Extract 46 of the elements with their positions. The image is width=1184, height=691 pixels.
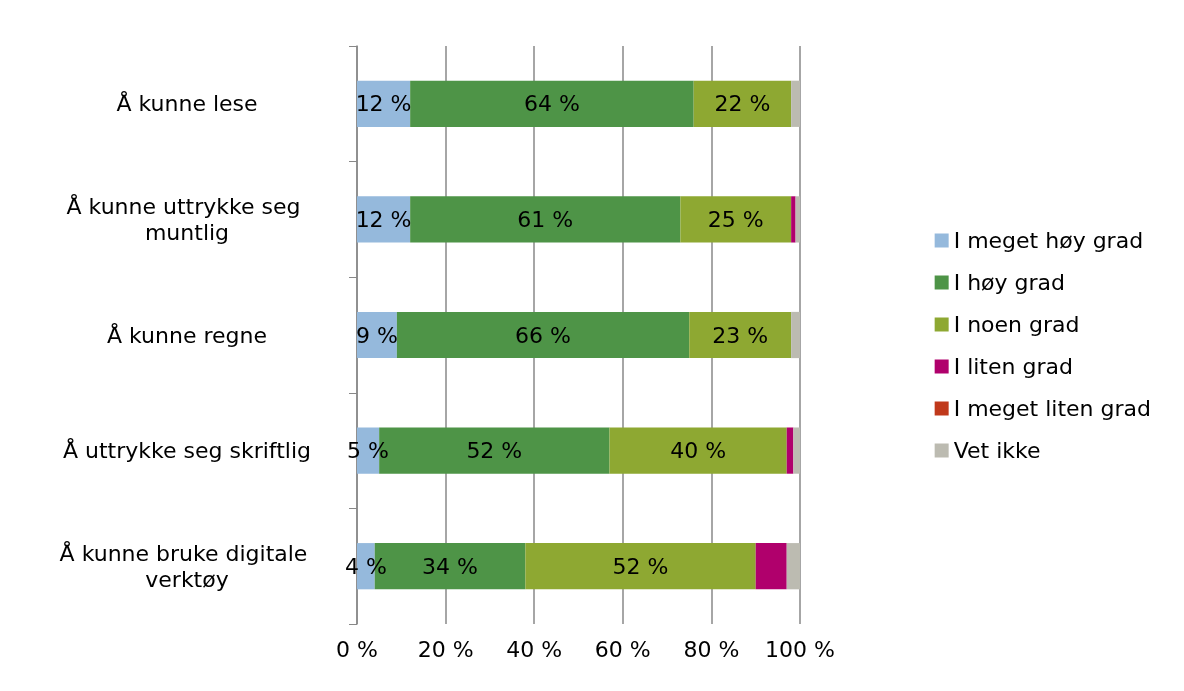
bar <box>693 80 792 127</box>
data-label: 66 % <box>515 322 572 348</box>
data-label: 22 % <box>714 91 771 117</box>
y-tick-label: Å kunne lese <box>116 90 258 117</box>
legend-label: I meget liten grad <box>953 396 1152 421</box>
y-tick-label: Å kunne regne <box>106 321 268 348</box>
x-tick-label: 20 % <box>417 636 474 662</box>
data-label: 25 % <box>707 206 764 232</box>
data-label: 12 % <box>355 206 412 232</box>
x-tick-label: 80 % <box>683 636 740 662</box>
bar <box>525 543 756 590</box>
legend-label: I noen grad <box>953 312 1080 337</box>
data-label: 23 % <box>712 322 769 348</box>
x-tick-label: 0 % <box>336 636 378 662</box>
bar <box>396 311 690 359</box>
x-tick-label: 60 % <box>594 636 651 662</box>
x-tick-label: 40 % <box>506 636 563 662</box>
y-tick-label: Å uttrykke seg skriftlig <box>62 437 312 464</box>
data-label: 9 % <box>355 322 398 348</box>
bar <box>609 427 787 474</box>
legend-label: Vet ikke <box>953 438 1041 463</box>
bar <box>410 196 681 243</box>
bar <box>755 543 787 590</box>
bar <box>680 196 792 243</box>
data-label: 52 % <box>466 438 523 464</box>
data-label: 34 % <box>422 553 478 579</box>
x-tick-label: 100 % <box>765 636 835 662</box>
data-label: 64 % <box>523 91 580 117</box>
bar <box>410 80 694 127</box>
data-label: 52 % <box>612 553 669 579</box>
bar <box>793 427 800 474</box>
legend-label: I liten grad <box>953 354 1073 379</box>
bar <box>791 196 796 243</box>
bar <box>689 311 792 359</box>
bar <box>795 196 800 243</box>
data-label: 61 % <box>517 206 574 232</box>
legend-label: I meget høy grad <box>953 228 1144 253</box>
bar <box>791 80 800 127</box>
data-label: 12 % <box>355 91 412 117</box>
bar <box>786 427 794 474</box>
y-tick-label: Å kunne bruke digitale verktøy <box>59 539 315 592</box>
bar <box>786 543 800 590</box>
data-label: 40 % <box>670 438 727 464</box>
bar <box>791 311 800 359</box>
legend-label: I høy grad <box>953 270 1066 295</box>
y-tick-label: Å kunne uttrykke seg muntlig <box>66 192 308 245</box>
